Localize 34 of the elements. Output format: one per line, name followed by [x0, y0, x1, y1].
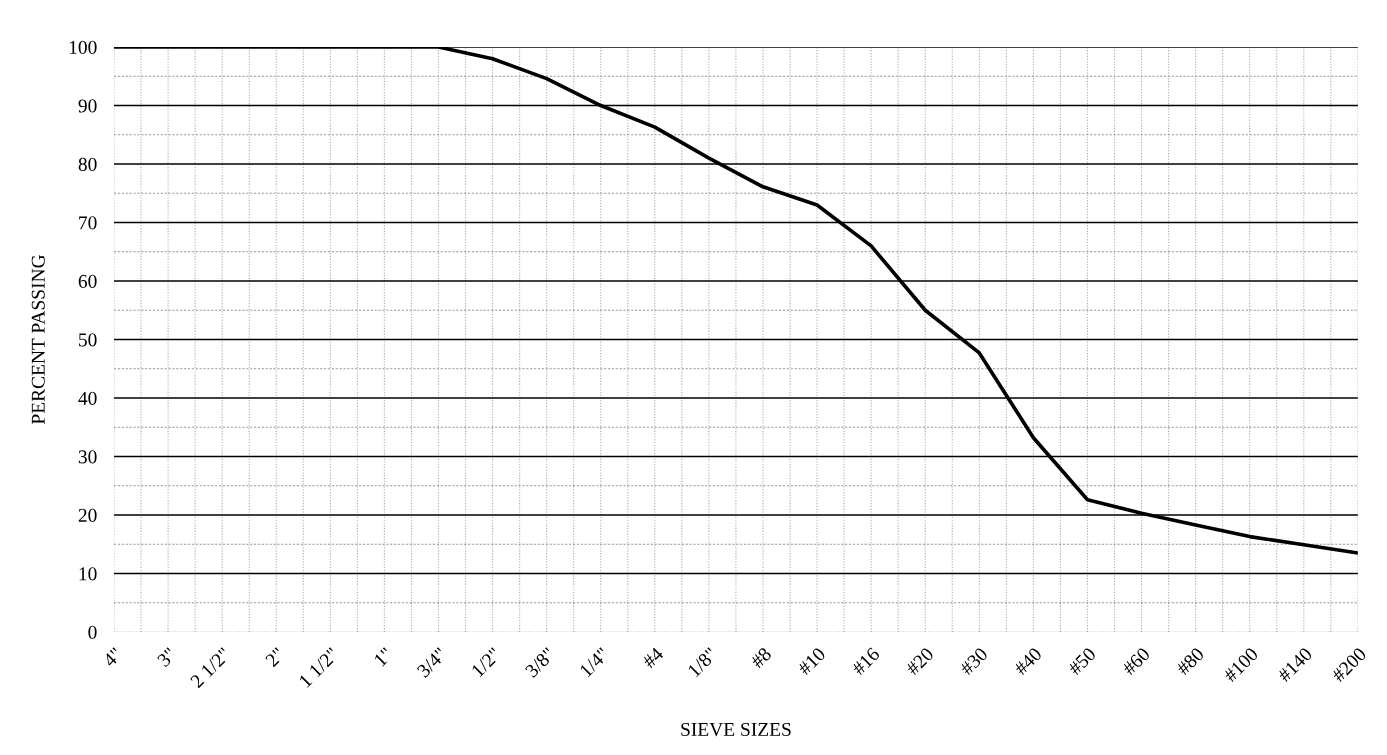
x-tick-label: #8: [749, 646, 773, 669]
x-tick-label: #16: [851, 646, 881, 676]
x-tick-label: 1/8": [687, 647, 718, 678]
y-tick-label: 10: [79, 567, 97, 581]
y-tick-label: 100: [69, 40, 97, 54]
x-tick-label: #20: [905, 646, 935, 676]
x-tick-label: #40: [1013, 646, 1043, 676]
x-tick-label: #60: [1121, 646, 1151, 676]
x-tick-label: 3/4": [416, 647, 448, 679]
y-axis-title: PERCENT PASSING: [31, 254, 45, 425]
x-tick-label: 3": [156, 647, 177, 668]
y-tick-label: 0: [88, 625, 97, 639]
y-tick-label: 90: [78, 99, 97, 113]
x-tick-label: 1/2": [471, 647, 502, 678]
x-tick-label: #10: [797, 646, 827, 676]
x-tick-label: 4": [102, 647, 123, 668]
y-tick-label: 60: [78, 274, 97, 288]
x-tick-label: 2 1/2": [189, 647, 231, 689]
x-tick-label: #50: [1067, 646, 1097, 676]
x-tick-label: 3/8": [524, 647, 556, 679]
y-tick-label: 50: [79, 333, 97, 347]
x-tick-label: #4: [641, 646, 665, 669]
y-tick-label: 30: [78, 450, 97, 464]
x-tick-label: #30: [959, 646, 989, 676]
x-tick-label: 1": [373, 647, 394, 667]
x-tick-label: 2": [264, 647, 285, 668]
x-tick-label: 1 1/2": [298, 647, 340, 688]
x-tick-label: 1/4": [579, 647, 610, 678]
x-tick-label: #80: [1175, 646, 1205, 676]
x-axis-title: SIEVE SIZES: [681, 722, 791, 737]
y-tick-label: 20: [78, 508, 97, 522]
y-tick-label: 70: [79, 216, 97, 230]
y-tick-label: 40: [78, 391, 97, 405]
y-tick-label: 80: [78, 157, 97, 171]
